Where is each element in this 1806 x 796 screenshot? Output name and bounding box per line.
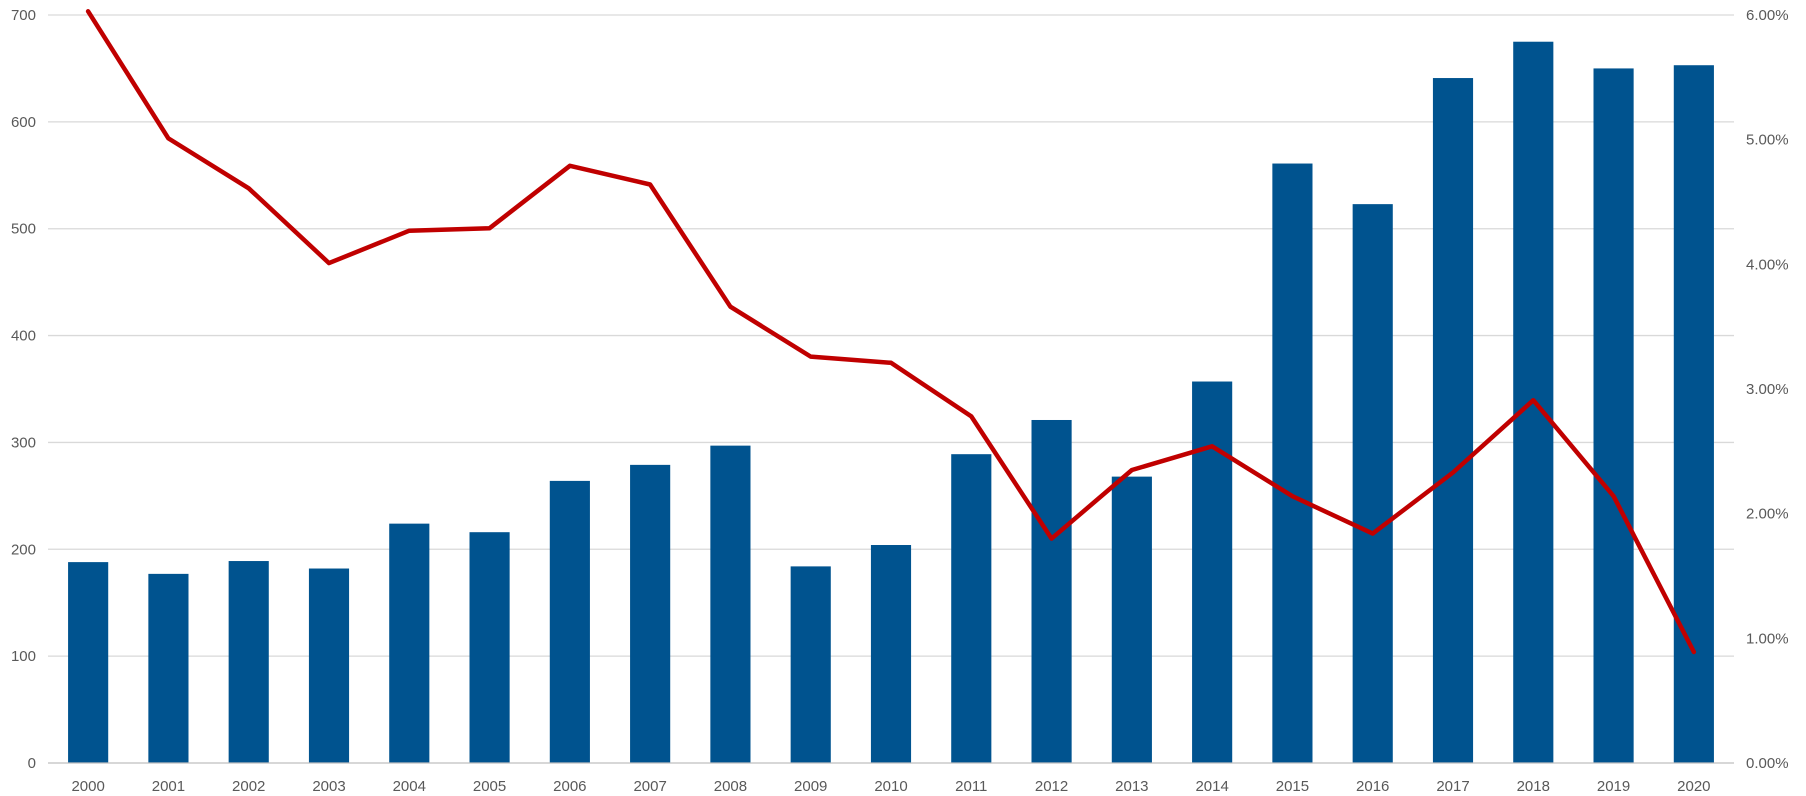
- x-tick-label: 2014: [1195, 778, 1228, 795]
- bar-2005: [469, 532, 510, 763]
- bar-2012: [1031, 419, 1072, 763]
- x-tick-label: 2002: [232, 778, 265, 795]
- bar-2009: [790, 566, 831, 763]
- bar-2004: [389, 523, 430, 763]
- bar-2017: [1432, 78, 1474, 763]
- x-tick-label: 2013: [1115, 778, 1148, 795]
- bar-2013: [1111, 476, 1152, 763]
- x-tick-label: 2018: [1517, 778, 1550, 795]
- x-tick-label: 2005: [473, 778, 506, 795]
- x-tick-label: 2004: [393, 778, 426, 795]
- x-tick-label: 2016: [1356, 778, 1389, 795]
- gridlines: [48, 14, 1734, 657]
- right-tick-label: 5.00%: [1746, 132, 1789, 149]
- bar-2014: [1192, 381, 1233, 763]
- left-y-axis: 0 100 200 300 400 500 600 700: [11, 7, 36, 772]
- x-tick-label: 2020: [1677, 778, 1710, 795]
- bar-2016: [1352, 204, 1393, 763]
- left-tick-label: 600: [11, 114, 36, 131]
- left-tick-label: 100: [11, 648, 36, 665]
- x-tick-label: 2010: [874, 778, 907, 795]
- x-tick-label: 2007: [633, 778, 666, 795]
- line-series: [85, 9, 1697, 655]
- bar-2008: [710, 445, 751, 763]
- x-tick-label: 2015: [1276, 778, 1309, 795]
- x-tick-label: 2000: [71, 778, 104, 795]
- bar-2006: [549, 480, 590, 763]
- left-tick-label: 400: [11, 328, 36, 345]
- bar-2010: [870, 545, 912, 763]
- x-tick-label: 2006: [553, 778, 586, 795]
- right-tick-label: 6.00%: [1746, 7, 1789, 24]
- bar-2007: [630, 464, 671, 763]
- bar-2011: [951, 454, 992, 763]
- bar-2000: [68, 562, 109, 763]
- left-tick-label: 300: [11, 434, 36, 451]
- bar-2020: [1673, 65, 1714, 764]
- x-tick-label: 2008: [714, 778, 747, 795]
- x-tick-label: 2012: [1035, 778, 1068, 795]
- bar-2002: [228, 561, 269, 763]
- left-tick-label: 700: [11, 7, 36, 24]
- left-tick-label: 200: [11, 541, 36, 558]
- right-tick-label: 1.00%: [1746, 630, 1789, 647]
- right-y-axis: 0.00% 1.00% 2.00% 3.00% 4.00% 5.00% 6.00%: [1746, 7, 1789, 772]
- x-tick-label: 2003: [312, 778, 345, 795]
- left-tick-label: 0: [28, 755, 36, 772]
- right-tick-label: 2.00%: [1746, 506, 1789, 523]
- right-tick-label: 3.00%: [1746, 381, 1789, 398]
- x-tick-label: 2009: [794, 778, 827, 795]
- x-tick-label: 2001: [152, 778, 185, 795]
- bar-2015: [1272, 163, 1313, 763]
- bar-2003: [308, 568, 350, 763]
- x-axis: 2000 2001 2002 2003 2004 2005 2006 2007 2008 2009…: [48, 762, 1734, 795]
- bar-series: [68, 41, 1714, 764]
- x-tick-label: 2017: [1436, 778, 1469, 795]
- bar-2019: [1593, 68, 1634, 763]
- x-tick-label: 2019: [1597, 778, 1630, 795]
- left-tick-label: 500: [11, 221, 36, 238]
- x-tick-label: 2011: [955, 778, 987, 795]
- right-tick-label: 0.00%: [1746, 755, 1789, 772]
- bar-2001: [148, 573, 189, 763]
- right-tick-label: 4.00%: [1746, 256, 1789, 273]
